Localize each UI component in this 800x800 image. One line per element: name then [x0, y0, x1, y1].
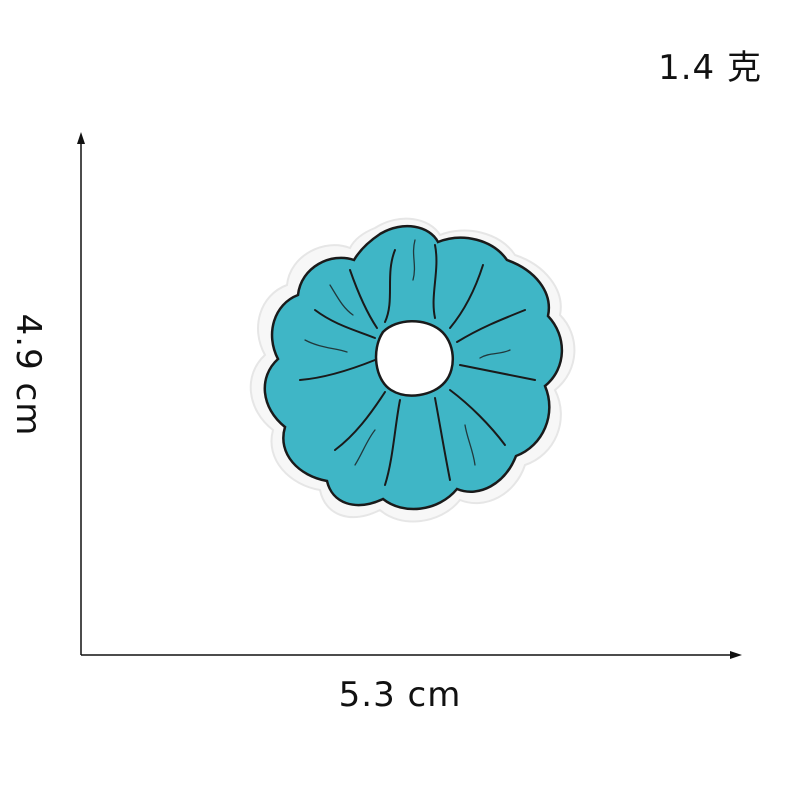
horizontal-axis-arrow: [730, 651, 742, 659]
height-label: 4.9 cm: [8, 313, 48, 437]
vertical-axis-arrow: [77, 132, 85, 144]
texture-strokes: [304, 239, 511, 466]
scrunchie-hole: [374, 320, 454, 397]
fold-lines: [299, 244, 536, 486]
width-label: 5.3 cm: [338, 675, 462, 715]
weight-label: 1.4 克: [658, 48, 762, 88]
scrunchie-patch-image: [249, 217, 576, 523]
